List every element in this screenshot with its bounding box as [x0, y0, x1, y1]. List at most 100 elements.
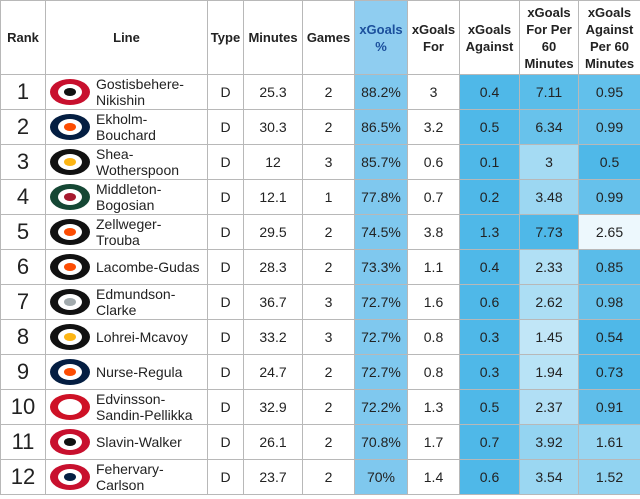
stat-cell: 77.8% — [354, 179, 408, 215]
stat-cell: D — [207, 249, 244, 285]
stat-cell: 0.54 — [578, 319, 640, 355]
stat-cell: 1.52 — [578, 459, 640, 495]
table-row: 1 Gostisbehere-Nikishin D 25.3 2 88.2% 3 0.4 7.1… — [0, 74, 640, 110]
stat-cell: 72.7% — [354, 354, 408, 390]
line-name: Nurse-Regula — [96, 364, 183, 380]
stat-cell: D — [207, 424, 244, 460]
line-name: Lohrei-Mcavoy — [96, 329, 188, 345]
stat-cell: 0.3 — [459, 354, 520, 390]
column-header[interactable]: Minutes — [243, 0, 303, 75]
stat-cell: D — [207, 214, 244, 250]
stat-cell: 70% — [354, 459, 408, 495]
stat-cell: 72.2% — [354, 389, 408, 425]
column-header[interactable]: Line — [45, 0, 208, 75]
stat-cell: 0.6 — [459, 284, 520, 320]
line-name: Middleton-Bogosian — [96, 181, 162, 213]
stat-cell: 70.8% — [354, 424, 408, 460]
table-body: 1 Gostisbehere-Nikishin D 25.3 2 88.2% 3 0.4 7.1… — [0, 74, 640, 495]
column-header[interactable]: xGoals For Per 60 Minutes — [519, 0, 579, 75]
stat-cell: 29.5 — [243, 214, 303, 250]
stat-cell: 0.5 — [578, 144, 640, 180]
line-name: Lacombe-Gudas — [96, 259, 200, 275]
line-name: Fehervary-Carlson — [96, 461, 164, 493]
column-header[interactable]: Games — [302, 0, 355, 75]
rank: 12 — [0, 459, 46, 495]
stat-cell: D — [207, 284, 244, 320]
stat-cell: 0.8 — [407, 354, 460, 390]
team-logo — [50, 219, 90, 245]
column-header[interactable]: Rank — [0, 0, 46, 75]
stat-cell: 2 — [302, 74, 355, 110]
stat-cell: 1.3 — [407, 389, 460, 425]
table-row: 8 Lohrei-Mcavoy D 33.2 3 72.7% 0.8 0.3 1.45 0.54 — [0, 319, 640, 355]
stat-cell: 0.95 — [578, 74, 640, 110]
rank: 1 — [0, 74, 46, 110]
stat-cell: 0.6 — [407, 144, 460, 180]
stat-cell: 2 — [302, 389, 355, 425]
table-row: 6 Lacombe-Gudas D 28.3 2 73.3% 1.1 0.4 2.33 0.85 — [0, 249, 640, 285]
line-wrap: Gostisbehere-Nikishin — [48, 76, 205, 108]
stat-cell: 28.3 — [243, 249, 303, 285]
line-wrap: Slavin-Walker — [48, 427, 205, 457]
stat-cell: 3.8 — [407, 214, 460, 250]
stat-cell: 6.34 — [519, 109, 579, 145]
stat-cell: 0.7 — [459, 424, 520, 460]
rank: 8 — [0, 319, 46, 355]
stat-cell: 3.92 — [519, 424, 579, 460]
stat-cell: D — [207, 459, 244, 495]
column-header[interactable]: xGoals Against Per 60 Minutes — [578, 0, 640, 75]
stat-cell: 88.2% — [354, 74, 408, 110]
team-logo — [50, 289, 90, 315]
line-name: Zellweger-Trouba — [96, 216, 162, 248]
stat-cell: 1.45 — [519, 319, 579, 355]
stat-cell: 12.1 — [243, 179, 303, 215]
stat-cell: 1.6 — [407, 284, 460, 320]
line-cell: Zellweger-Trouba — [45, 214, 208, 250]
line-wrap: Nurse-Regula — [48, 357, 205, 387]
column-header[interactable]: Type — [207, 0, 244, 75]
line-name: Edvinsson-Sandin-Pellikka — [96, 391, 193, 423]
table-row: 5 Zellweger-Trouba D 29.5 2 74.5% 3.8 1.3 7.73 2.… — [0, 214, 640, 250]
table-row: 12 Fehervary-Carlson D 23.7 2 70% 1.4 0.6 3.54 1.… — [0, 459, 640, 495]
column-header[interactable]: xGoals For — [407, 0, 460, 75]
table-row: 10 Edvinsson-Sandin-Pellikka D 32.9 2 72.2% 1.… — [0, 389, 640, 425]
stat-cell: 3 — [302, 319, 355, 355]
line-wrap: Lohrei-Mcavoy — [48, 322, 205, 352]
stat-cell: 73.3% — [354, 249, 408, 285]
stat-cell: D — [207, 389, 244, 425]
stat-cell: 0.73 — [578, 354, 640, 390]
stat-cell: 24.7 — [243, 354, 303, 390]
line-wrap: Ekholm-Bouchard — [48, 111, 205, 143]
stat-cell: 23.7 — [243, 459, 303, 495]
stat-cell: 0.4 — [459, 74, 520, 110]
stat-cell: 0.98 — [578, 284, 640, 320]
rank: 5 — [0, 214, 46, 250]
column-header[interactable]: xGoals % — [354, 0, 408, 75]
stat-cell: 3 — [407, 74, 460, 110]
header-row: Rank Line Type Minutes Games xGoals % xGoals F… — [0, 0, 640, 75]
line-cell: Lohrei-Mcavoy — [45, 319, 208, 355]
team-logo — [50, 359, 90, 385]
stat-cell: 33.2 — [243, 319, 303, 355]
line-name: Edmundson-Clarke — [96, 286, 176, 318]
stat-cell: 0.99 — [578, 109, 640, 145]
stat-cell: 0.3 — [459, 319, 520, 355]
stat-cell: 3.54 — [519, 459, 579, 495]
line-name: Ekholm-Bouchard — [96, 111, 156, 143]
stat-cell: 25.3 — [243, 74, 303, 110]
stat-cell: D — [207, 319, 244, 355]
table-row: 9 Nurse-Regula D 24.7 2 72.7% 0.8 0.3 1.94 0.73 — [0, 354, 640, 390]
stat-cell: 1.7 — [407, 424, 460, 460]
rank: 9 — [0, 354, 46, 390]
stat-cell: D — [207, 74, 244, 110]
table-row: 11 Slavin-Walker D 26.1 2 70.8% 1.7 0.7 3.92 1.61 — [0, 424, 640, 460]
stat-cell: 0.1 — [459, 144, 520, 180]
line-cell: Shea-Wotherspoon — [45, 144, 208, 180]
stat-cell: 7.73 — [519, 214, 579, 250]
stat-cell: 36.7 — [243, 284, 303, 320]
line-wrap: Lacombe-Gudas — [48, 252, 205, 282]
team-logo — [50, 394, 90, 420]
column-header[interactable]: xGoals Against — [459, 0, 520, 75]
stat-cell: 2.65 — [578, 214, 640, 250]
